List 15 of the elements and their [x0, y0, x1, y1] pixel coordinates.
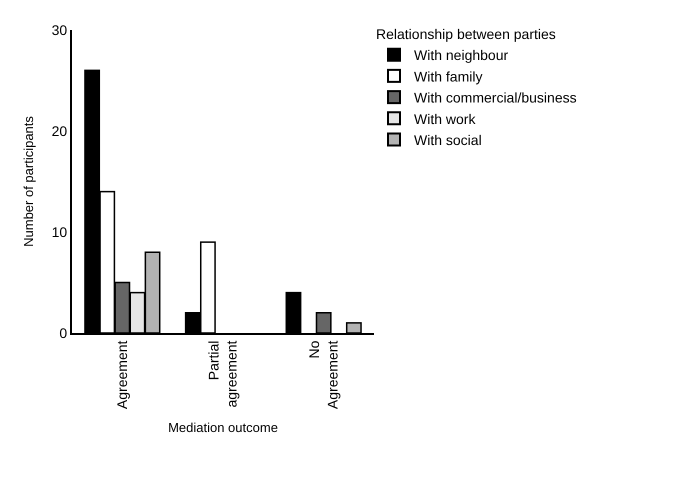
legend-label: With commercial/business	[414, 90, 577, 106]
x-axis-title: Mediation outcome	[168, 420, 278, 436]
x-tick-label: Agreement	[114, 340, 130, 410]
legend-title: Relationship between parties	[376, 26, 556, 42]
legend-label: With family	[414, 68, 482, 84]
y-tick-label: 30	[52, 22, 68, 38]
y-axis-title: Number of participants	[21, 116, 36, 247]
y-tick-label: 0	[59, 324, 68, 341]
legend-label: With work	[414, 110, 476, 127]
legend-label: With neighbour	[414, 47, 509, 64]
legend-label: With social	[414, 132, 482, 148]
x-tick-label: No Agreement	[306, 340, 340, 410]
y-tick-label: 10	[52, 224, 68, 240]
x-tick-label: Partial agreement	[205, 340, 240, 408]
y-tick-label: 20	[52, 122, 68, 139]
